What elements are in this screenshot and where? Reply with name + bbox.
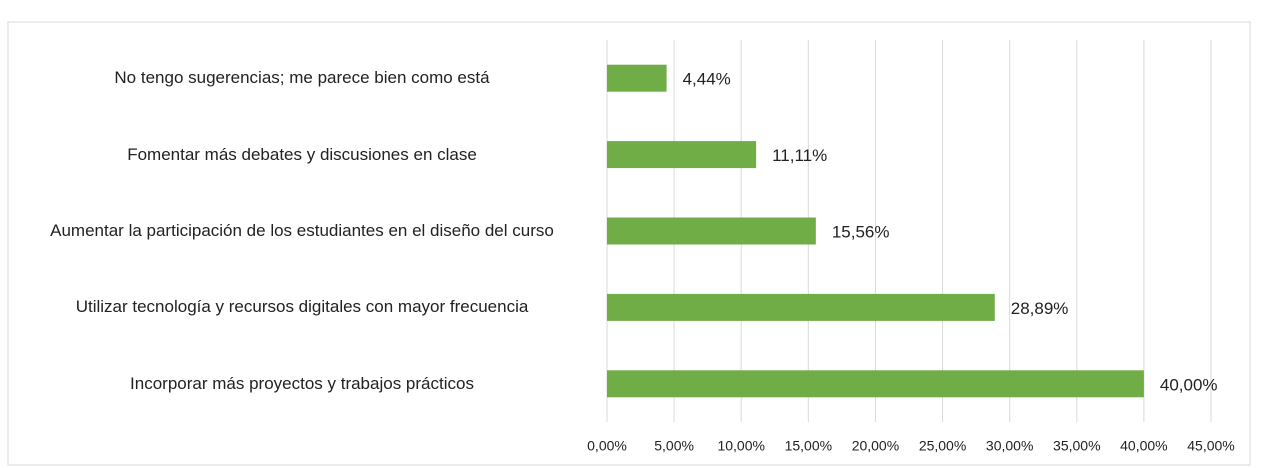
data-label: 28,89%: [1011, 299, 1069, 318]
y-tick-label: No tengo sugerencias; me parece bien com…: [114, 68, 490, 88]
x-tick-label: 15,00%: [785, 438, 832, 454]
x-tick-label: 40,00%: [1120, 438, 1167, 454]
bar: [607, 64, 667, 92]
x-tick-label: 35,00%: [1053, 438, 1100, 454]
bar: [607, 293, 995, 321]
x-tick-label: 30,00%: [986, 438, 1033, 454]
x-tick-label: 10,00%: [717, 438, 764, 454]
y-tick-label: Fomentar más debates y discusiones en cl…: [127, 144, 477, 164]
x-tick-label: 5,00%: [654, 438, 694, 454]
data-label: 4,44%: [683, 70, 731, 89]
x-tick-label: 20,00%: [852, 438, 899, 454]
y-tick-label: Aumentar la participación de los estudia…: [50, 221, 554, 240]
bar: [607, 141, 757, 169]
y-tick-label: Utilizar tecnología y recursos digitales…: [75, 297, 529, 317]
x-tick-label: 25,00%: [919, 438, 966, 454]
bar: [607, 370, 1144, 398]
x-tick-label: 45,00%: [1187, 438, 1234, 454]
y-tick-label: Incorporar más proyectos y trabajos prác…: [130, 373, 474, 393]
x-tick-label: 0,00%: [587, 438, 627, 454]
bar: [607, 217, 816, 245]
data-label: 15,56%: [832, 222, 890, 241]
data-label: 40,00%: [1160, 375, 1218, 394]
data-label: 11,11%: [772, 146, 827, 165]
